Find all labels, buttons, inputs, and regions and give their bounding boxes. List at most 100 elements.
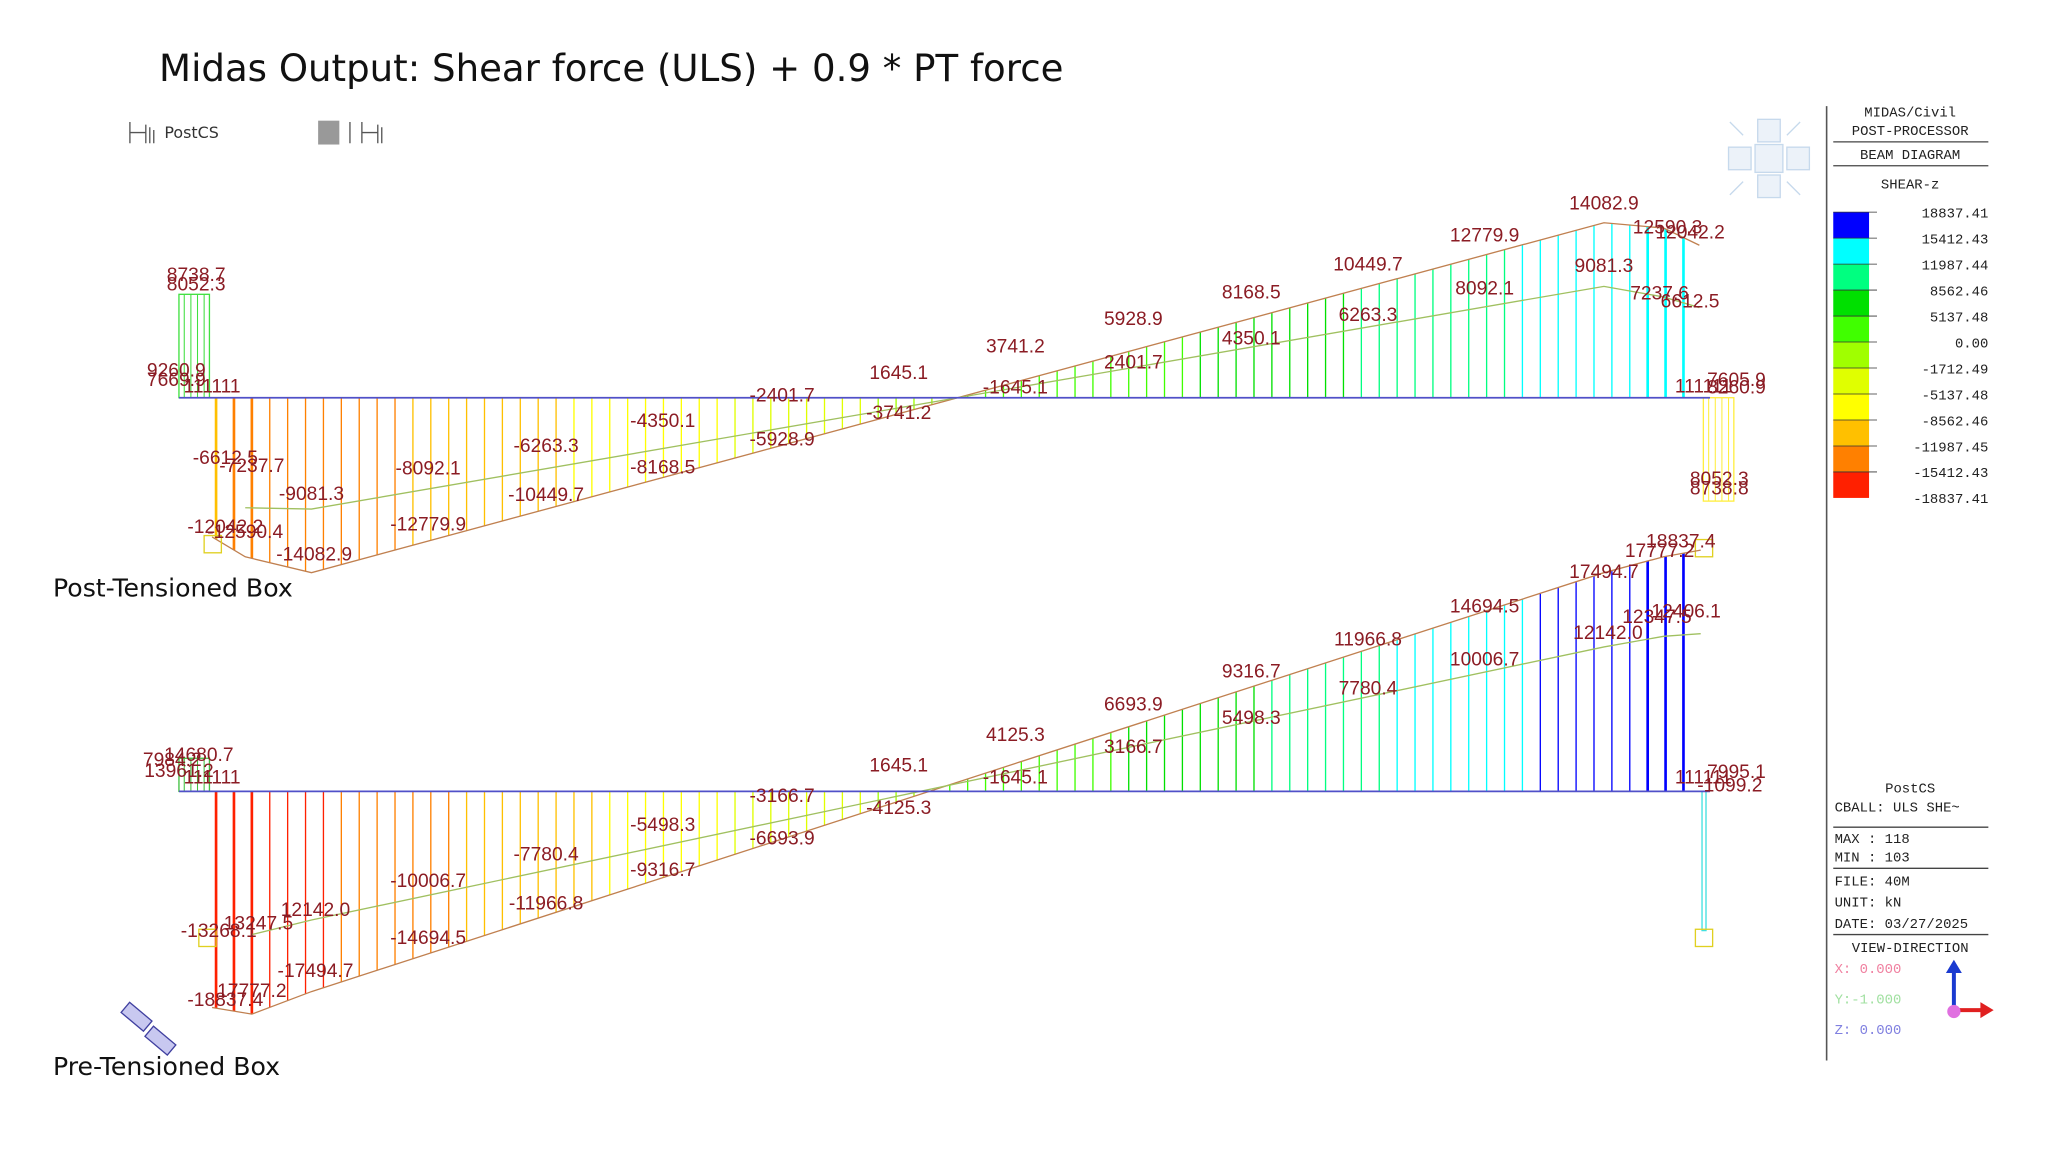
value-label: -8168.5 [630, 457, 695, 478]
value-label: 9316.7 [1222, 661, 1281, 682]
value-label: 7780.4 [1339, 679, 1398, 700]
value-label: 111111 [184, 376, 241, 397]
legend-swatch [1833, 238, 1870, 265]
value-label: 12347.5 [1622, 607, 1691, 628]
legend-swatch [1833, 290, 1870, 317]
toolbar [129, 120, 383, 145]
value-label: 6263.3 [1339, 305, 1398, 326]
value-label: 17777.2 [217, 981, 286, 1002]
value-label: -1645.1 [983, 767, 1048, 788]
value-label: 9081.3 [1575, 256, 1634, 277]
legend-value: -15412.43 [1913, 466, 1988, 482]
panel-info: PostCS [1885, 782, 1935, 798]
shear-envelope-inner [245, 285, 1700, 510]
node-marker [203, 534, 223, 554]
value-label: -14082.9 [276, 545, 352, 566]
value-label: 8260.9 [1707, 378, 1766, 399]
value-label: 8168.5 [1222, 282, 1281, 303]
legend-value: 11987.44 [1922, 258, 1989, 274]
value-label: 6693.9 [1104, 695, 1163, 716]
legend-swatch [1833, 342, 1870, 369]
legend-value: -18837.41 [1913, 492, 1988, 508]
value-label: 7605.9 [1707, 370, 1766, 391]
value-label: 14694.5 [1450, 596, 1519, 617]
legend-value: 18837.41 [1922, 206, 1989, 222]
value-label: 18837.4 [1646, 532, 1716, 553]
legend-swatch [1833, 264, 1870, 291]
legend-swatch [1833, 368, 1870, 394]
panel-rules [1833, 141, 1989, 936]
legend-swatch [1833, 393, 1870, 420]
value-label: 2401.7 [1104, 353, 1163, 374]
value-label: -1645.1 [983, 378, 1048, 399]
legend-value: -1712.49 [1922, 362, 1989, 378]
value-label: 5498.3 [1222, 708, 1281, 729]
legend-swatch [1833, 419, 1870, 446]
panel-info: FILE: 40M [1835, 875, 1910, 891]
value-label: -10006.7 [390, 871, 466, 892]
value-label: 3166.7 [1104, 737, 1163, 758]
value-label: 1645.1 [869, 363, 928, 384]
value-label: 13247.5 [224, 913, 293, 934]
view-cube[interactable] [1727, 118, 1811, 199]
value-label: 3741.2 [986, 337, 1045, 358]
panel-info: VIEW-DIRECTION [1852, 941, 1969, 957]
value-label: -7780.4 [514, 844, 579, 865]
panel-info: Y:-1.000 [1835, 992, 1902, 1008]
panel-info: Z: 0.000 [1835, 1023, 1902, 1039]
value-label: -13268.1 [181, 921, 257, 942]
value-label: 6612.5 [1661, 292, 1720, 313]
value-label: 13961.2 [144, 761, 213, 782]
value-label: 8738.7 [167, 265, 226, 286]
value-label: 12142.0 [281, 900, 350, 921]
legend-value: -5137.48 [1922, 388, 1989, 404]
value-label: 12779.9 [1450, 225, 1519, 246]
diagram-label: Pre-Tensioned Box [53, 1052, 280, 1081]
value-label: -14694.5 [390, 928, 466, 949]
legend-value: 5137.48 [1930, 310, 1988, 326]
value-label: 4350.1 [1222, 329, 1281, 350]
stage-label: PostCS [164, 123, 218, 142]
toolbar-icon[interactable] [129, 121, 155, 144]
value-label: -3741.2 [866, 403, 931, 424]
value-label: 10006.7 [1450, 649, 1519, 670]
value-label: 14680.7 [164, 745, 233, 766]
value-label: 4125.3 [986, 725, 1045, 746]
value-label: 7669.9 [147, 370, 206, 391]
value-label: -6612.5 [193, 448, 258, 469]
value-label: -17494.7 [278, 961, 354, 982]
panel-header: BEAM DIAGRAM [1860, 148, 1960, 164]
value-label: -5928.9 [749, 429, 814, 450]
value-label: 10449.7 [1333, 254, 1402, 275]
diagram-label: Post-Tensioned Box [53, 574, 293, 603]
value-label: 17494.7 [1569, 562, 1638, 583]
value-label: -4125.3 [866, 798, 931, 819]
axis-gizmo [1945, 959, 1994, 1019]
legend-swatch [1833, 316, 1870, 343]
panel-info: X: 0.000 [1835, 962, 1902, 978]
shear-envelope-inner [251, 633, 1701, 936]
value-label: 1645.1 [869, 756, 928, 777]
value-label: 8092.1 [1455, 278, 1514, 299]
panel-header: POST-PROCESSOR [1852, 124, 1969, 140]
value-label: 12142.0 [1573, 623, 1642, 644]
value-label: -8092.1 [396, 459, 461, 480]
panel-header: MIDAS/Civil [1864, 106, 1956, 122]
support-column [1702, 397, 1735, 502]
legend-swatch [1833, 471, 1870, 498]
diagrams: 8738.78052.39260.97669.9111111-6612.5-72… [53, 193, 1766, 1081]
legend-value: -11987.45 [1913, 440, 1988, 456]
value-label: -6693.9 [749, 828, 814, 849]
node-marker [198, 928, 217, 948]
value-label: -6263.3 [514, 436, 579, 457]
value-label: -18837.4 [187, 990, 263, 1011]
value-label: -12590.4 [207, 522, 283, 543]
value-label: 111111 [1675, 767, 1732, 788]
toolbar-button[interactable] [318, 120, 340, 145]
value-label: -5498.3 [630, 815, 695, 836]
toolbar-icon[interactable] [349, 121, 383, 144]
value-label: -9081.3 [279, 484, 344, 505]
value-label: 12042.2 [1655, 223, 1724, 244]
panel-info: UNIT: kN [1835, 896, 1902, 912]
value-label: -3166.7 [749, 786, 814, 807]
